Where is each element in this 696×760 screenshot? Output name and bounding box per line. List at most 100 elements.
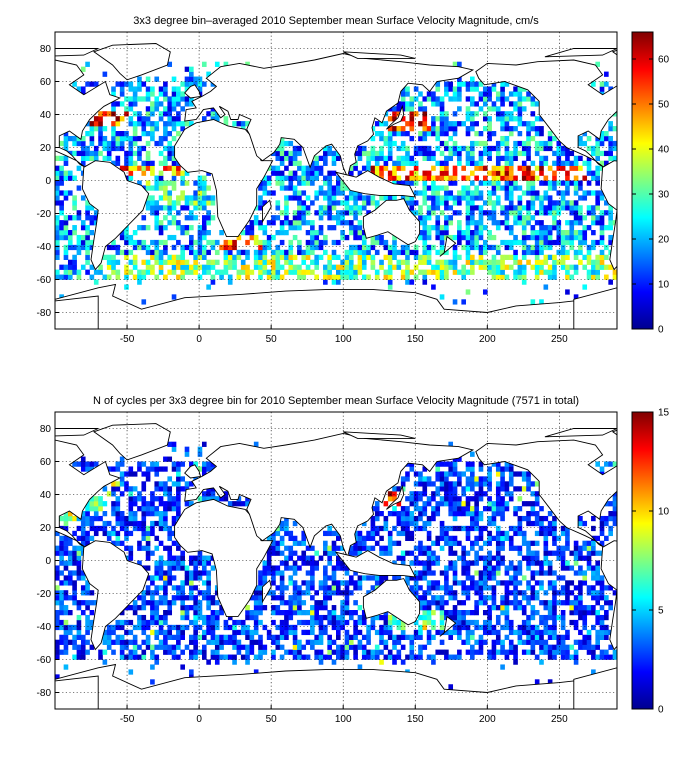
heatmap-cell xyxy=(89,506,95,512)
heatmap-cell xyxy=(340,269,345,275)
heatmap-cell xyxy=(63,565,69,571)
heatmap-cell xyxy=(67,511,73,517)
heatmap-cell xyxy=(85,150,90,157)
heatmap-cell xyxy=(323,614,328,621)
heatmap-cell xyxy=(521,140,527,147)
heatmap-cell xyxy=(271,540,276,546)
heatmap-cell xyxy=(500,254,505,260)
heatmap-cell xyxy=(279,634,285,640)
y-tick-label: 40 xyxy=(40,110,52,121)
heatmap-cell xyxy=(145,545,151,551)
heatmap-cell xyxy=(279,654,285,660)
heatmap-cell xyxy=(288,575,294,581)
heatmap-cell xyxy=(539,614,544,621)
heatmap-cell xyxy=(288,545,294,551)
heatmap-cell xyxy=(141,619,147,626)
heatmap-cell xyxy=(145,466,151,472)
cycles-gridlines xyxy=(55,412,617,709)
heatmap-cell xyxy=(409,101,415,107)
heatmap-cell xyxy=(72,461,77,467)
heatmap-cell xyxy=(470,515,475,522)
heatmap-cell xyxy=(547,195,553,201)
heatmap-cell xyxy=(457,511,462,517)
heatmap-cell xyxy=(400,634,406,640)
heatmap-cell xyxy=(284,165,289,171)
heatmap-cell xyxy=(288,244,294,251)
heatmap-cell xyxy=(323,590,328,596)
heatmap-cell xyxy=(288,220,294,226)
heatmap-cell xyxy=(452,590,458,596)
heatmap-cell xyxy=(184,605,190,611)
heatmap-cell xyxy=(336,279,341,285)
heatmap-cell xyxy=(517,106,523,112)
heatmap-cell xyxy=(348,614,354,621)
heatmap-cell xyxy=(55,585,60,591)
heatmap-cell xyxy=(370,545,376,551)
heatmap-cell xyxy=(582,140,588,147)
heatmap-cell xyxy=(444,575,449,581)
heatmap-cell xyxy=(470,220,475,226)
heatmap-cell xyxy=(176,220,181,226)
heatmap-cell xyxy=(439,249,445,256)
heatmap-cell xyxy=(439,170,445,176)
heatmap-cell xyxy=(93,279,99,285)
heatmap-cell xyxy=(383,239,389,246)
heatmap-cell xyxy=(124,111,129,117)
heatmap-cell xyxy=(599,530,605,537)
heatmap-cell xyxy=(578,545,583,551)
heatmap-cell xyxy=(539,565,544,571)
heatmap-cell xyxy=(495,249,501,256)
heatmap-cell xyxy=(431,540,436,546)
heatmap-cell xyxy=(245,274,250,280)
heatmap-cell xyxy=(465,195,471,201)
heatmap-cell xyxy=(539,585,544,591)
heatmap-cell xyxy=(63,545,69,551)
heatmap-cell xyxy=(314,170,319,176)
heatmap-cell xyxy=(63,649,69,655)
heatmap-cell xyxy=(219,654,224,660)
heatmap-cell xyxy=(132,239,138,246)
heatmap-cell xyxy=(578,555,583,561)
heatmap-cell xyxy=(534,496,540,502)
heatmap-cell xyxy=(539,530,544,537)
heatmap-cell xyxy=(487,595,492,601)
heatmap-cell xyxy=(137,111,142,117)
heatmap-cell xyxy=(227,264,233,270)
heatmap-cell xyxy=(366,274,371,280)
heatmap-cell xyxy=(55,234,60,241)
heatmap-cell xyxy=(461,610,466,616)
heatmap-cell xyxy=(344,565,350,571)
heatmap-cell xyxy=(288,595,294,601)
heatmap-cell xyxy=(392,116,397,122)
heatmap-cell xyxy=(517,274,523,280)
heatmap-cell xyxy=(431,180,436,186)
heatmap-cell xyxy=(612,496,617,502)
heatmap-cell xyxy=(366,254,371,260)
heatmap-cell xyxy=(517,210,523,216)
heatmap-cell xyxy=(565,220,570,226)
heatmap-cell xyxy=(435,126,441,132)
heatmap-cell xyxy=(500,560,505,566)
landmass-outline xyxy=(174,498,274,618)
heatmap-cell xyxy=(327,150,332,157)
heatmap-cell xyxy=(418,121,423,127)
heatmap-cell xyxy=(465,160,471,166)
heatmap-cell xyxy=(582,284,588,290)
heatmap-cell xyxy=(80,225,86,231)
heatmap-cell xyxy=(167,210,173,216)
heatmap-cell xyxy=(396,126,402,132)
heatmap-cell xyxy=(400,165,406,171)
heatmap-cell xyxy=(240,619,246,626)
heatmap-cell xyxy=(76,654,82,660)
heatmap-cell xyxy=(465,289,471,295)
heatmap-cell xyxy=(448,486,454,492)
heatmap-cell xyxy=(98,150,103,157)
heatmap-cell xyxy=(284,150,289,157)
heatmap-cell xyxy=(418,135,423,142)
heatmap-cell xyxy=(80,525,86,532)
heatmap-cell xyxy=(452,165,458,171)
heatmap-cell xyxy=(327,205,332,211)
heatmap-cell xyxy=(508,600,514,606)
heatmap-cell xyxy=(132,610,138,616)
heatmap-cell xyxy=(163,600,168,606)
